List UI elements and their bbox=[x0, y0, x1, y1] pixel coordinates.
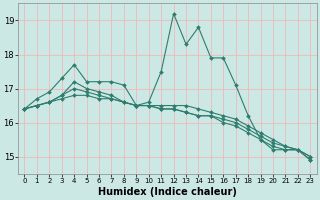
X-axis label: Humidex (Indice chaleur): Humidex (Indice chaleur) bbox=[98, 187, 237, 197]
